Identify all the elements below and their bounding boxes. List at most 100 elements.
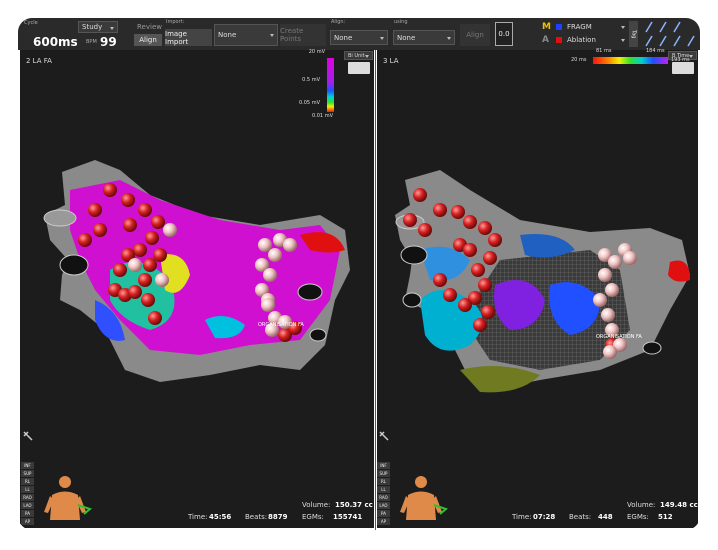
orientation-figure-right bbox=[400, 476, 449, 520]
tag-sphere bbox=[113, 263, 127, 277]
import-select[interactable]: None bbox=[214, 24, 278, 46]
tag-sphere bbox=[601, 308, 615, 322]
tag-sphere bbox=[103, 183, 117, 197]
view-button[interactable]: RL bbox=[21, 478, 34, 485]
volume-label: Volume: bbox=[627, 501, 656, 509]
tag-select[interactable]: Ablation bbox=[564, 34, 628, 46]
map-title: 2 LA FA bbox=[26, 57, 52, 65]
tag-name: Ablation bbox=[567, 36, 596, 44]
align-select[interactable]: None bbox=[330, 30, 388, 45]
tag-key: M bbox=[542, 22, 551, 32]
volume-label: Volume: bbox=[302, 501, 331, 509]
tag-sphere bbox=[128, 258, 142, 272]
tag-sphere bbox=[488, 233, 502, 247]
create-points-button[interactable]: Create Points bbox=[280, 24, 326, 46]
view-button[interactable]: LAO bbox=[21, 502, 34, 509]
tag-sphere bbox=[433, 203, 447, 217]
tag-sphere bbox=[263, 268, 277, 282]
cycle-value: 600ms bbox=[33, 35, 78, 49]
tag-sphere bbox=[148, 311, 162, 325]
beats-label: Beats: bbox=[569, 513, 592, 521]
time-value: 07:28 bbox=[533, 513, 556, 521]
tag-sphere bbox=[151, 215, 165, 229]
view-button[interactable]: LL bbox=[377, 486, 390, 493]
view-button[interactable]: LL bbox=[21, 486, 34, 493]
tag-key: A bbox=[542, 35, 549, 45]
map-type: B Time bbox=[672, 52, 690, 59]
scale-label: 0.5 mV bbox=[302, 77, 320, 83]
left-atrium-map bbox=[43, 160, 350, 382]
import-label: Import: bbox=[166, 19, 185, 25]
tag-button[interactable]: Tag bbox=[629, 21, 638, 47]
view-button[interactable]: INF bbox=[377, 462, 390, 469]
left-view-icon bbox=[348, 62, 370, 74]
toolbar-icons bbox=[645, 21, 695, 47]
beats-label: Beats: bbox=[245, 513, 268, 521]
tag-sphere bbox=[93, 223, 107, 237]
tag-select[interactable]: FRAGM bbox=[564, 21, 628, 33]
tag-sphere bbox=[433, 273, 447, 287]
map-type-select[interactable]: Bi Unit bbox=[344, 51, 373, 60]
tag-sphere bbox=[121, 193, 135, 207]
image-import-button[interactable]: Image Import bbox=[165, 29, 212, 46]
tag-sphere bbox=[143, 258, 157, 272]
using-label: using bbox=[394, 19, 408, 25]
tag-sphere bbox=[478, 278, 492, 292]
volume-value: 150.37 cc bbox=[335, 501, 373, 509]
tag-sphere bbox=[403, 213, 417, 227]
tag-sphere bbox=[283, 238, 297, 252]
view-button[interactable]: PA bbox=[21, 510, 34, 517]
beats-value: 8879 bbox=[268, 513, 288, 521]
tag-sphere bbox=[605, 283, 619, 297]
tag-sphere bbox=[268, 248, 282, 262]
tag-sphere bbox=[278, 328, 292, 342]
view-button[interactable]: RAO bbox=[21, 494, 34, 501]
view-button[interactable]: SUP bbox=[377, 470, 390, 477]
tag-name: FRAGM bbox=[567, 23, 592, 31]
tag-sphere bbox=[141, 293, 155, 307]
map-type: Bi Unit bbox=[348, 52, 365, 59]
view-button[interactable]: INF bbox=[21, 462, 34, 469]
orientation-figure-left bbox=[44, 476, 93, 520]
study-text: Study bbox=[82, 23, 103, 31]
egms-value: 512 bbox=[658, 513, 673, 521]
view-button[interactable]: AP bbox=[377, 518, 390, 525]
voltage-scale bbox=[327, 58, 334, 112]
tag-sphere bbox=[261, 298, 275, 312]
tag-sphere bbox=[123, 218, 137, 232]
view-button[interactable]: LAO bbox=[377, 502, 390, 509]
tag-sphere bbox=[255, 258, 269, 272]
tag-sphere bbox=[598, 248, 612, 262]
egms-label: EGMs: bbox=[302, 513, 324, 521]
time-label: Time: bbox=[188, 513, 208, 521]
map-type-select[interactable]: B Time bbox=[668, 51, 697, 60]
tag-sphere bbox=[133, 243, 147, 257]
import-select-text: None bbox=[218, 31, 237, 39]
view-button[interactable]: SUP bbox=[21, 470, 34, 477]
tag-sphere bbox=[613, 338, 627, 352]
map-title: 3 LA bbox=[383, 57, 399, 65]
annotation: ORGANISATION FA bbox=[596, 334, 642, 340]
align-value: 0.0 bbox=[495, 22, 513, 46]
view-button[interactable]: RAO bbox=[377, 494, 390, 501]
view-button[interactable]: RL bbox=[377, 478, 390, 485]
align-button[interactable]: Align bbox=[134, 34, 162, 46]
using-select[interactable]: None bbox=[393, 30, 455, 45]
right-view-icon bbox=[672, 62, 694, 74]
study-select[interactable]: Study bbox=[78, 21, 118, 33]
view-button[interactable]: PA bbox=[377, 510, 390, 517]
cycle-label: Cycle bbox=[24, 20, 38, 26]
bpm-value: 99 bbox=[100, 35, 117, 49]
align-run-button[interactable]: Align bbox=[460, 24, 490, 46]
tag-sphere bbox=[258, 238, 272, 252]
fragm-swatch bbox=[556, 24, 562, 30]
tag-sphere bbox=[155, 273, 169, 287]
tag-sphere bbox=[451, 205, 465, 219]
tag-sphere bbox=[598, 268, 612, 282]
tag-sphere bbox=[128, 285, 142, 299]
left-pin-icon bbox=[23, 431, 33, 441]
time-label: Time: bbox=[512, 513, 532, 521]
view-button[interactable]: AP bbox=[21, 518, 34, 525]
